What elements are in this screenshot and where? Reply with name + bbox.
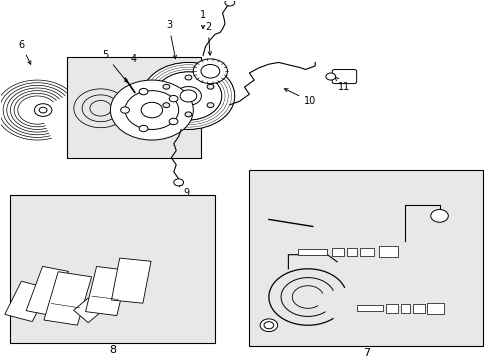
Bar (378, 246, 397, 257)
Bar (331, 248, 344, 256)
Bar (346, 248, 356, 256)
Circle shape (175, 86, 201, 105)
Circle shape (142, 62, 234, 130)
Bar (359, 248, 373, 256)
Bar (10, 195, 215, 343)
Bar (249, 170, 483, 346)
Circle shape (34, 104, 52, 116)
Text: 3: 3 (165, 21, 176, 59)
Bar (44, 272, 91, 325)
Circle shape (169, 118, 178, 125)
Circle shape (39, 107, 47, 113)
Circle shape (325, 73, 335, 80)
Text: 11: 11 (335, 77, 350, 92)
Bar (111, 258, 151, 303)
Circle shape (224, 0, 234, 6)
Bar (400, 304, 409, 313)
Circle shape (121, 107, 129, 113)
Text: 8: 8 (109, 345, 116, 355)
Text: 4: 4 (130, 54, 136, 64)
Text: 6: 6 (18, 40, 31, 64)
FancyBboxPatch shape (331, 69, 356, 84)
Circle shape (139, 125, 148, 132)
Circle shape (184, 75, 191, 80)
Text: 10: 10 (284, 89, 316, 106)
Circle shape (184, 112, 191, 117)
Text: 9: 9 (179, 183, 189, 198)
Circle shape (173, 179, 183, 186)
Bar (26, 266, 68, 316)
Circle shape (125, 91, 178, 130)
Circle shape (141, 102, 162, 118)
Circle shape (201, 64, 219, 78)
Bar (66, 57, 200, 158)
Bar (412, 304, 424, 313)
Circle shape (193, 59, 227, 84)
Circle shape (206, 103, 213, 108)
Text: 2: 2 (204, 22, 211, 55)
Circle shape (169, 95, 178, 102)
Circle shape (260, 319, 277, 332)
Bar (385, 304, 397, 313)
Text: 5: 5 (102, 50, 127, 82)
Circle shape (264, 322, 273, 329)
Bar (427, 303, 444, 314)
Bar (298, 249, 327, 255)
Circle shape (180, 90, 196, 102)
Bar (85, 266, 127, 316)
Polygon shape (74, 298, 102, 323)
Bar (356, 305, 383, 311)
Circle shape (110, 80, 193, 140)
Text: 1: 1 (200, 10, 206, 29)
Circle shape (163, 103, 169, 108)
Circle shape (430, 210, 447, 222)
Circle shape (155, 72, 222, 120)
Text: 7: 7 (362, 348, 369, 358)
Circle shape (163, 84, 169, 89)
Circle shape (206, 84, 213, 89)
Bar (5, 281, 49, 321)
Circle shape (139, 89, 148, 95)
